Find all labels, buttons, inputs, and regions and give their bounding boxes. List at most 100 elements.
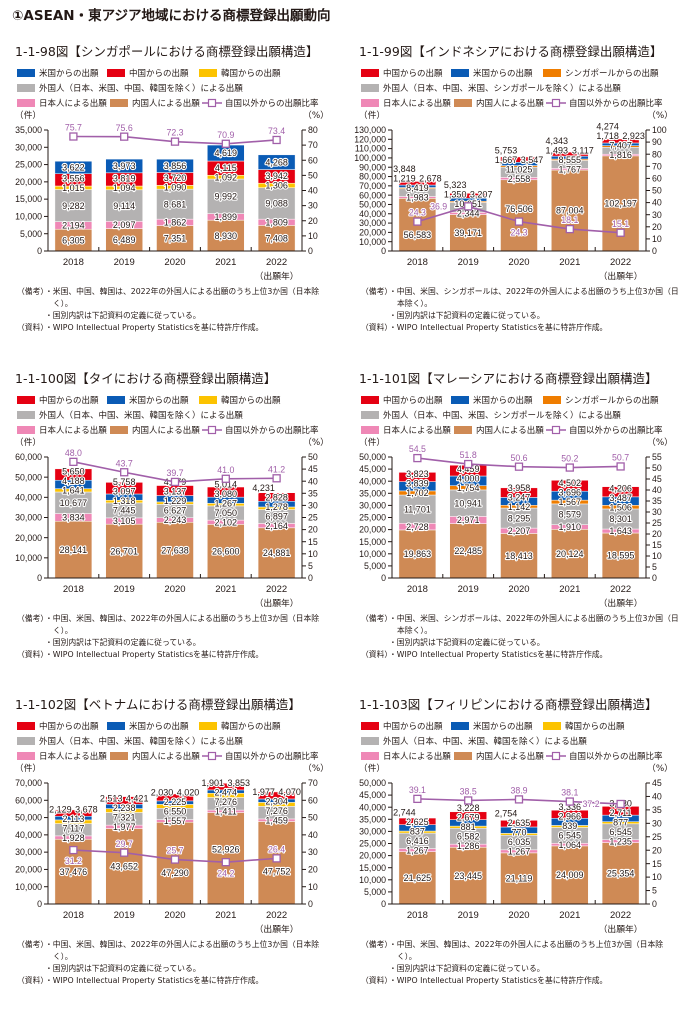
note-prefix: （備考） [17,940,49,949]
chart-panel-thailand: 1-1-100図【タイにおける商標登録出願構造】 中国からの出願 米国からの出願… [0,371,342,693]
data-label-domestic: 6,305 [62,235,85,245]
bar-segment-other-foreign [105,189,143,222]
legend-item: 外国人（日本、中国、米国、シンガポールを除く）による出願 [361,82,621,94]
bar-segment-domestic [257,821,296,905]
ratio-label: 72.3 [166,128,183,138]
line-marker-icon [546,425,566,434]
bar-segment-domestic [156,522,194,579]
y-tick-label-left: 50,000 [15,472,42,482]
data-label-other-foreign: 8,681 [164,199,187,209]
line-marker-icon [202,751,222,760]
legend-item: 米国からの出願 [107,720,199,732]
legend-label: 米国からの出願 [129,395,189,406]
bar-segment-china [449,192,487,199]
y-tick-label-left: 20,000 [15,533,42,543]
x-axis-label: （出願年） [255,597,299,609]
x-tick-label: 2018 [407,257,428,268]
x-tick-label: 2022 [610,257,631,268]
stacked-bar-line-chart: （件） （%） 0 5,000 10,000 15,000 20,000 25,000 30,0… [359,762,673,935]
data-label-japanese: 1,235 [609,836,632,846]
legend-row: 日本人による出願 内国人による出願 自国以外からの出願比率 [361,422,663,437]
legend-row: 中国からの出願 米国からの出願 シンガポールからの出願 [361,65,663,80]
legend-label: 米国からの出願 [473,721,533,732]
y-tick-label-right: 5 [652,886,657,896]
legend-swatch [17,736,35,745]
ratio-label: 43.7 [116,458,133,468]
ratio-marker [464,202,473,211]
data-label-china: 2,754 [495,809,518,819]
ratio-marker [413,794,422,804]
y-tick-label-right: 20 [652,845,662,855]
note-text: ・WIPO Intellectual Property Statisticsを基… [389,323,608,332]
data-label-singapore: 1,350 [444,190,467,200]
y-tick-label-right: 40 [308,476,318,486]
legend-swatch [17,721,35,730]
note-line: （備考） ・中国、米国、シンガポールは、2022年の外国人による出願のうち上位3か… [361,286,679,310]
x-tick-label: 2019 [114,584,135,595]
note-text: ・国別内訳は下記資料の定義に従っている。 [45,311,201,320]
ratio-label: 50.7 [612,453,629,463]
legend-row: 中国からの出願 米国からの出願 韓国からの出願 [17,392,319,407]
legend-row: 中国からの出願 米国からの出願 韓国からの出願 [17,718,319,733]
x-tick-label: 2021 [215,910,236,921]
legend-label: 中国からの出願 [129,68,189,79]
data-label-other-foreign: 7,117 [62,823,84,833]
legend-item: 中国からの出願 [361,394,451,406]
data-label-us: 4,268 [265,157,288,167]
y-tick-label-left: 15,000 [359,863,386,873]
line-marker-icon [546,98,566,107]
legend-label: 自国以外からの出願比率 [569,751,663,762]
legend-item: 外国人（日本、米国、中国、韓国を除く）による出願 [17,82,243,94]
y-tick-label-left: 110,000 [355,144,386,154]
legend-swatch [107,721,125,730]
y-tick-label-right: 70 [652,161,662,171]
bar-segment-other-foreign [156,188,194,220]
legend-item: 内国人による出願 [110,750,202,762]
data-label-china: 3,678 [75,804,98,814]
legend-item: 日本人による出願 [17,424,110,436]
bar-segment-china [207,783,245,791]
legend-item: 内国人による出願 [110,97,202,109]
bar-segment-china [207,486,245,498]
legend-item: 米国からの出願 [17,67,107,79]
legend-item-ratio-line: 自国以外からの出願比率 [546,424,663,436]
data-label-other-foreign: 9,992 [215,191,238,201]
legend-item: 内国人による出願 [110,424,202,436]
y-tick-label-left: 0 [381,246,386,256]
ratio-label: 41.0 [217,465,234,475]
y-tick-label-right: 20 [308,216,318,226]
legend-row: 外国人（日本、中国、米国、韓国を除く）による出願 [361,733,663,748]
legend-label: 自国以外からの出願比率 [569,425,663,436]
chart-title: 1-1-101図【マレーシアにおける商標登録出願構造】 [359,371,658,386]
x-tick-label: 2019 [458,910,479,921]
y-tick-label-right: 0 [652,573,657,583]
line-marker-icon [202,98,222,107]
data-label-other-foreign: 8,419 [406,183,429,193]
ratio-label: 38.1 [561,788,578,798]
data-label-domestic: 26,701 [110,546,138,556]
y-tick-label-right: 0 [652,246,657,256]
y-tick-label-right: 60 [308,795,318,805]
data-label-other-foreign: 6,582 [457,831,480,841]
legend-swatch [107,395,125,404]
y-tick-label-left: 50,000 [15,813,42,823]
ratio-label: 15.1 [612,219,629,229]
legend-swatch [451,721,469,730]
stacked-bar-line-chart: （件） （%）010,00020,00030,00040,00050,00060,… [354,109,673,282]
x-tick-label: 2018 [407,910,428,921]
y-tick-label-left: 15,000 [359,537,386,547]
bar-segment-us [105,158,143,174]
y-tick-label-left: 40,000 [359,209,386,219]
data-label-domestic: 21,119 [506,874,533,884]
data-label-us: 2,635 [508,818,531,828]
note-line: ・国別内訳は下記資料の定義に従っている。 [361,310,679,322]
legend-item: 韓国からの出願 [199,720,281,732]
ratio-label: 54.5 [409,444,426,454]
ratio-label: 38.5 [460,787,477,797]
legend-row: 米国からの出願 中国からの出願 韓国からの出願 [17,65,319,80]
chart-notes: （備考） ・中国、米国、シンガポールは、2022年の外国人による出願のうち上位3か… [361,286,679,334]
data-label-us: 3,207 [470,190,493,200]
